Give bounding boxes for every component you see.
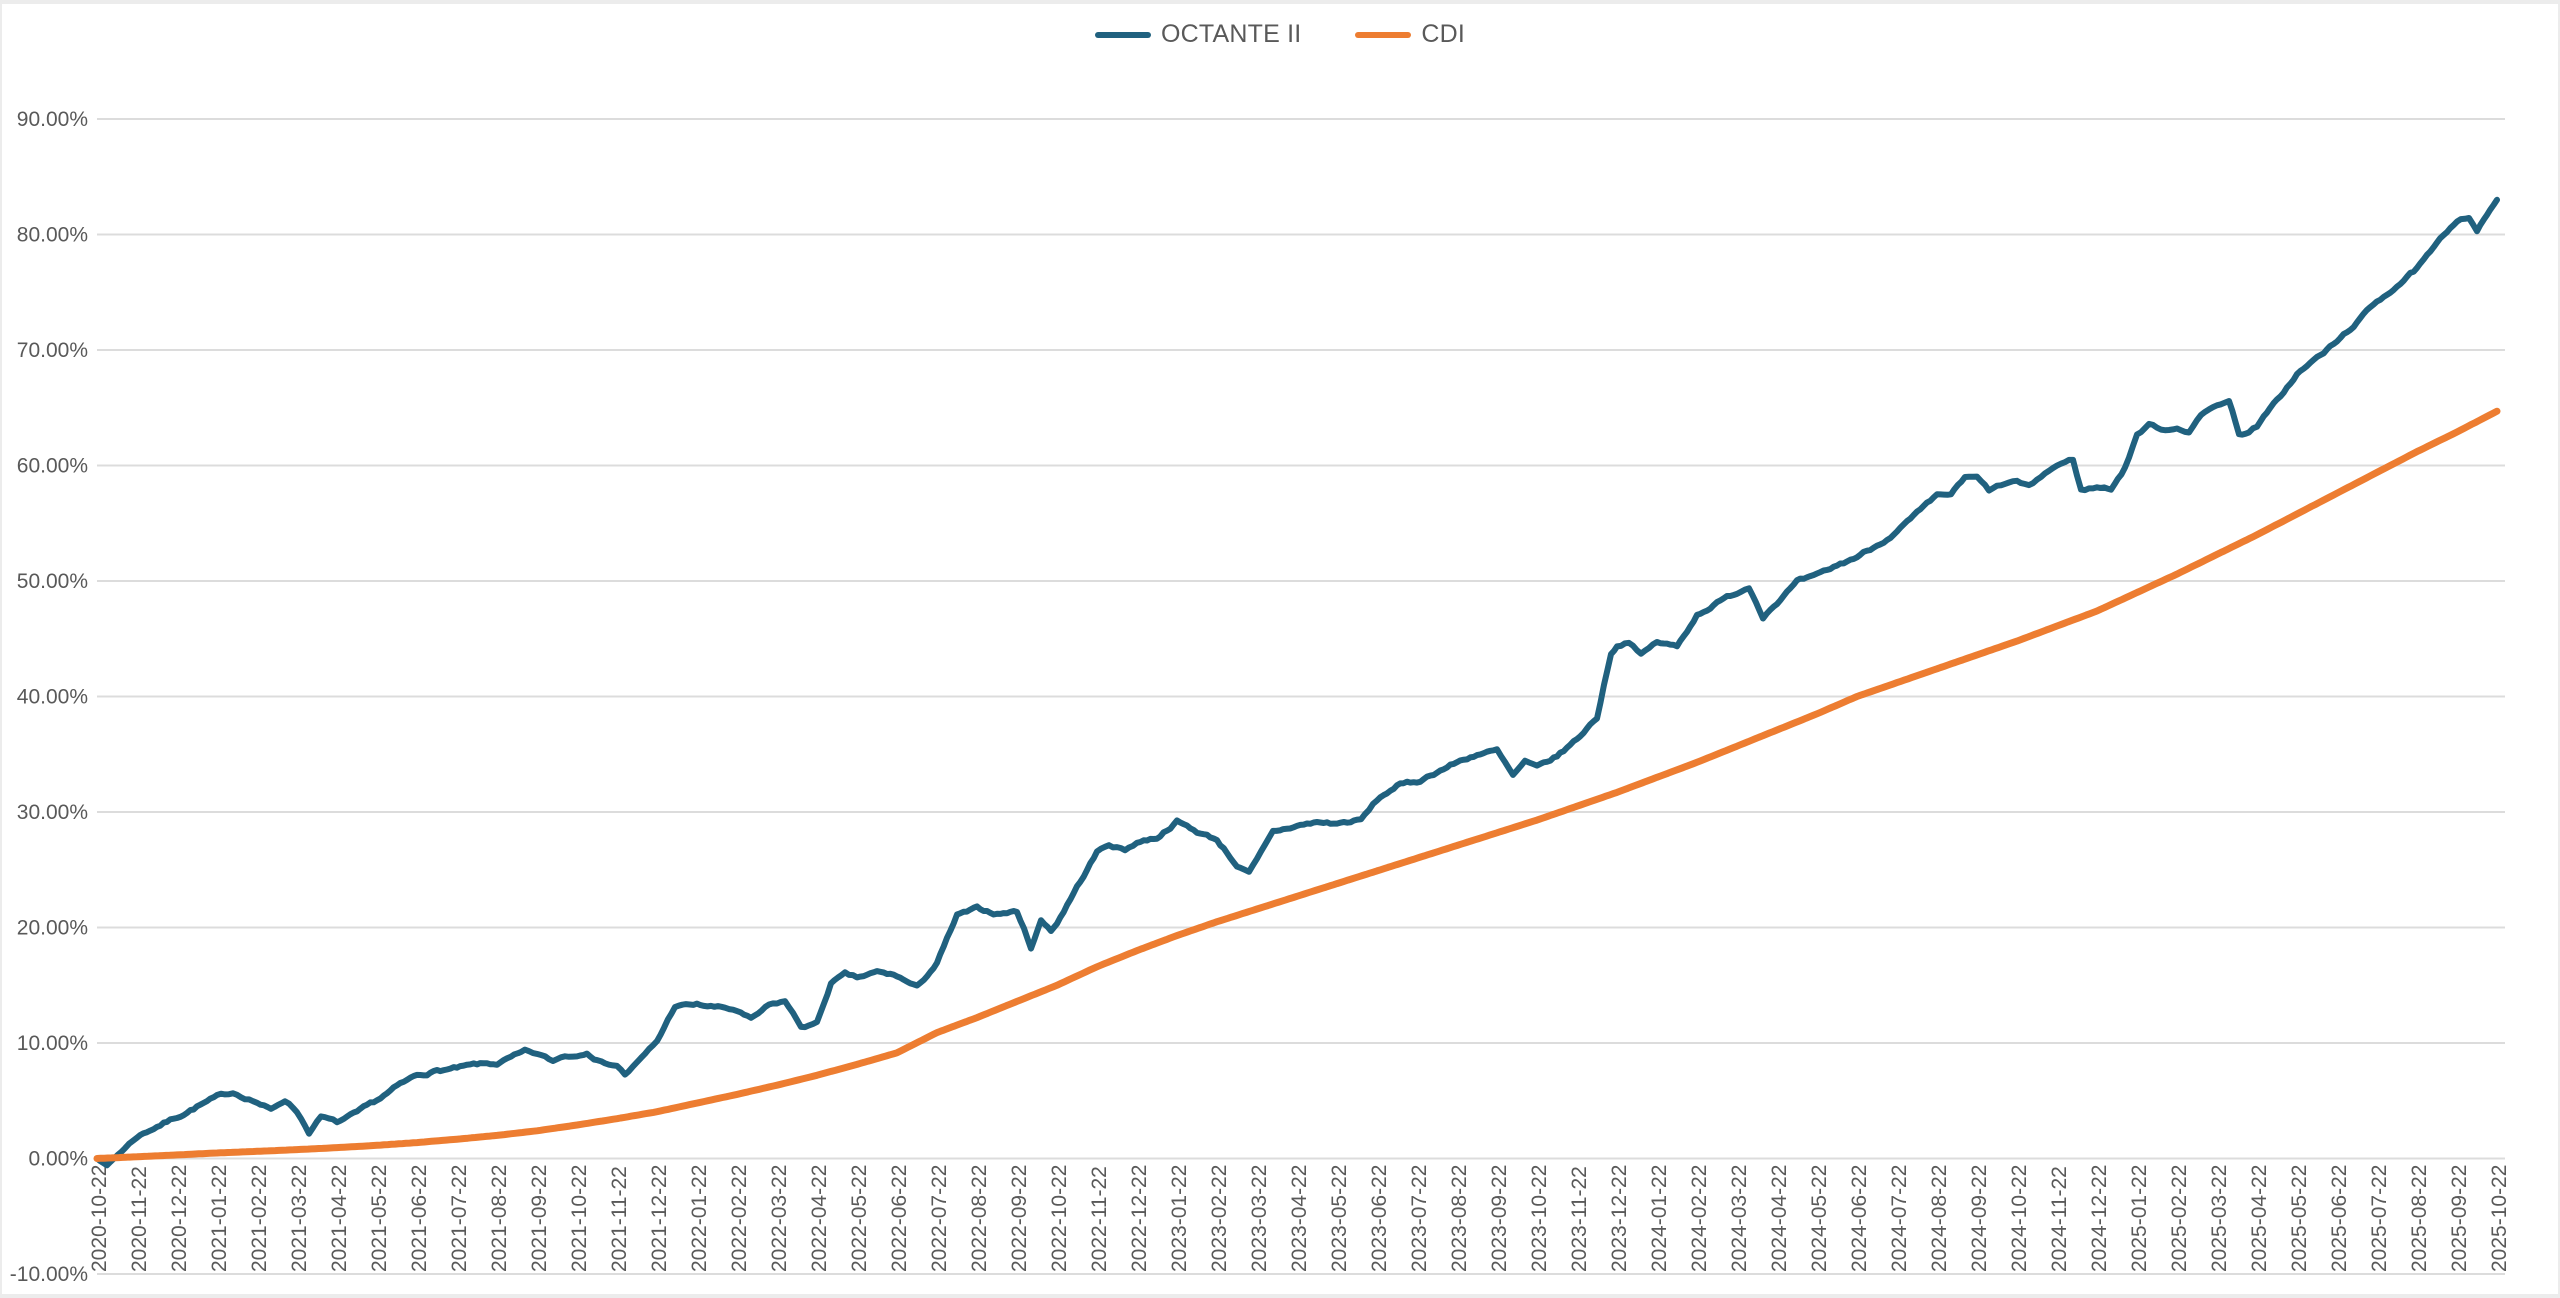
x-tick-label: 2024-12-22	[2088, 1165, 2111, 1272]
x-tick-label: 2023-02-22	[1208, 1165, 1231, 1272]
y-tick-label: -10.00%	[10, 1263, 88, 1286]
x-tick-label: 2022-12-22	[1128, 1165, 1151, 1272]
x-tick-label: 2021-04-22	[328, 1165, 351, 1272]
x-tick-label: 2022-10-22	[1048, 1165, 1071, 1272]
x-tick-label: 2022-04-22	[808, 1165, 831, 1272]
x-tick-label: 2023-06-22	[1368, 1165, 1391, 1272]
x-tick-label: 2021-03-22	[288, 1165, 311, 1272]
y-tick-label: 0.00%	[28, 1148, 88, 1171]
x-tick-label: 2023-07-22	[1408, 1165, 1431, 1272]
x-tick-label: 2025-09-22	[2448, 1165, 2471, 1272]
x-tick-label: 2021-08-22	[488, 1165, 511, 1272]
x-tick-label: 2021-09-22	[528, 1165, 551, 1272]
x-tick-label: 2021-07-22	[448, 1165, 471, 1272]
x-tick-label: 2023-11-22	[1568, 1166, 1591, 1272]
y-axis-tick-labels: 90.00% 80.00% 70.00% 60.00% 50.00% 40.00% 30.0…	[10, 108, 88, 1286]
y-tick-label: 30.00%	[17, 801, 88, 824]
x-tick-label: 2024-03-22	[1728, 1165, 1751, 1272]
x-tick-label: 2022-09-22	[1008, 1165, 1031, 1272]
x-tick-label: 2022-02-22	[728, 1165, 751, 1272]
x-tick-label: 2022-11-22	[1088, 1166, 1111, 1272]
y-tick-label: 20.00%	[17, 917, 88, 940]
x-tick-label: 2024-02-22	[1688, 1165, 1711, 1272]
x-tick-label: 2024-05-22	[1808, 1165, 1831, 1272]
x-tick-label: 2023-10-22	[1528, 1165, 1551, 1272]
x-tick-label: 2022-05-22	[848, 1165, 871, 1272]
x-tick-label: 2024-07-22	[1888, 1165, 1911, 1272]
x-tick-label: 2020-11-22	[128, 1166, 151, 1272]
x-tick-label: 2023-12-22	[1608, 1165, 1631, 1272]
x-tick-label: 2024-06-22	[1848, 1165, 1871, 1272]
x-tick-label: 2022-08-22	[968, 1165, 991, 1272]
x-tick-label: 2023-03-22	[1248, 1165, 1271, 1272]
series-line-cdi	[93, 407, 2501, 1162]
x-tick-label: 2022-06-22	[888, 1165, 911, 1272]
x-tick-label: 2025-10-22	[2488, 1165, 2511, 1272]
y-tick-label: 40.00%	[17, 686, 88, 709]
x-tick-label: 2024-04-22	[1768, 1165, 1791, 1272]
series-lines	[93, 196, 2501, 1169]
x-tick-label: 2022-03-22	[768, 1165, 791, 1272]
x-tick-label: 2024-10-22	[2008, 1165, 2031, 1272]
x-tick-label: 2021-02-22	[248, 1165, 271, 1272]
x-tick-label: 2023-08-22	[1448, 1165, 1471, 1272]
y-tick-label: 70.00%	[17, 339, 88, 362]
x-tick-label: 2025-07-22	[2368, 1165, 2391, 1272]
y-tick-label: 10.00%	[17, 1032, 88, 1055]
x-tick-label: 2024-09-22	[1968, 1165, 1991, 1272]
x-tick-label: 2021-11-22	[608, 1166, 631, 1272]
x-tick-label: 2024-11-22	[2048, 1166, 2071, 1272]
x-tick-label: 2023-09-22	[1488, 1165, 1511, 1272]
y-tick-label: 50.00%	[17, 570, 88, 593]
x-tick-label: 2024-01-22	[1648, 1165, 1671, 1272]
x-tick-label: 2020-10-22	[88, 1165, 111, 1272]
series-line-octante-ii	[94, 196, 2500, 1169]
x-tick-label: 2022-07-22	[928, 1165, 951, 1272]
line-chart: 90.00% 80.00% 70.00% 60.00% 50.00% 40.00% 30.0…	[10, 108, 2511, 1286]
x-tick-label: 2021-06-22	[408, 1165, 431, 1272]
y-tick-label: 60.00%	[17, 455, 88, 478]
x-tick-label: 2021-10-22	[568, 1165, 591, 1272]
x-axis-tick-labels: 2020-10-22 2020-11-22 2020-12-22 2021-01-22…	[88, 1165, 2511, 1272]
x-tick-label: 2023-01-22	[1168, 1165, 1191, 1272]
x-tick-label: 2020-12-22	[168, 1165, 191, 1272]
x-tick-label: 2023-04-22	[1288, 1165, 1311, 1272]
x-tick-label: 2022-01-22	[688, 1165, 711, 1272]
x-tick-label: 2025-08-22	[2408, 1165, 2431, 1272]
x-tick-label: 2024-08-22	[1928, 1165, 1951, 1272]
x-tick-label: 2025-04-22	[2248, 1165, 2271, 1272]
gridlines	[97, 118, 2505, 1275]
x-tick-label: 2021-12-22	[648, 1165, 671, 1272]
x-tick-label: 2025-01-22	[2128, 1165, 2151, 1272]
x-tick-label: 2025-05-22	[2288, 1165, 2311, 1272]
y-tick-label: 90.00%	[17, 108, 88, 131]
y-tick-label: 80.00%	[17, 224, 88, 247]
x-tick-label: 2025-02-22	[2168, 1165, 2191, 1272]
x-tick-label: 2025-06-22	[2328, 1165, 2351, 1272]
x-tick-label: 2021-01-22	[208, 1165, 231, 1272]
x-tick-label: 2021-05-22	[368, 1165, 391, 1272]
x-tick-label: 2025-03-22	[2208, 1165, 2231, 1272]
x-tick-label: 2023-05-22	[1328, 1165, 1351, 1272]
